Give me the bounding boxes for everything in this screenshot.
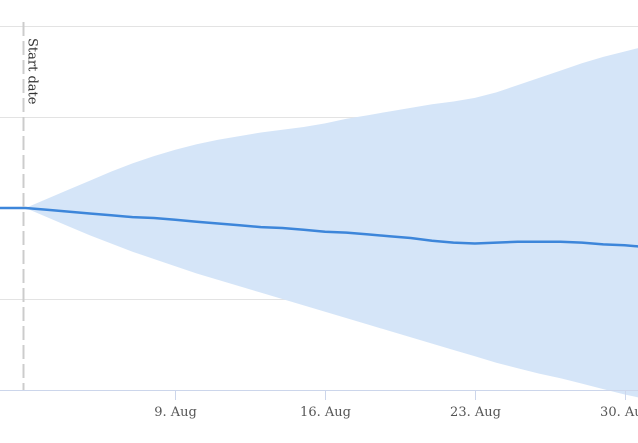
confidence-band-layer [26,42,638,404]
x-tick-label: 16. Aug [300,405,351,420]
confidence-band [26,42,638,404]
x-tick-label: 23. Aug [450,405,501,420]
start-date-label: Start date [25,38,40,105]
x-tick-label: 30. Aug [600,405,638,420]
x-axis: 9. Aug 16. Aug 23. Aug 30. Aug [0,390,638,420]
x-tick-label: 9. Aug [154,405,197,420]
